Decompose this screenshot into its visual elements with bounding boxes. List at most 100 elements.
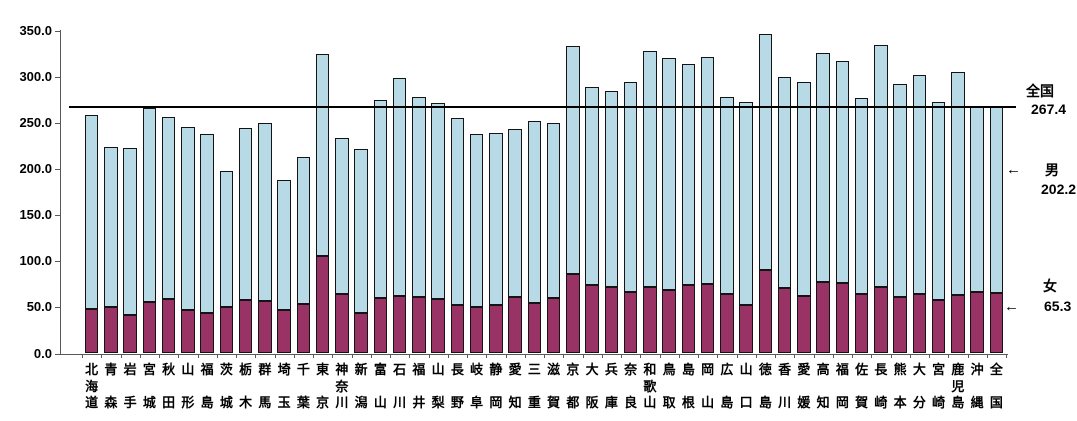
y-axis-tick-label: 250.0 bbox=[19, 114, 52, 130]
x-axis-tick bbox=[544, 353, 545, 358]
stacked-bar bbox=[758, 34, 773, 354]
x-axis-label-char: 静 bbox=[489, 362, 503, 377]
x-axis-label: 神奈川 bbox=[332, 362, 351, 412]
x-axis-label: 奈 良 bbox=[621, 362, 640, 412]
x-axis-label: 鹿児島 bbox=[948, 362, 967, 412]
x-axis-label-char: 茨 bbox=[219, 362, 233, 377]
male-segment bbox=[931, 102, 946, 300]
x-axis-label: 栃 木 bbox=[236, 362, 255, 412]
x-axis-label-char bbox=[352, 379, 371, 396]
female-segment bbox=[469, 307, 484, 354]
x-axis-label-char: 阪 bbox=[585, 395, 599, 410]
x-axis-label-char bbox=[775, 379, 794, 396]
stacked-bar bbox=[315, 53, 330, 354]
x-axis-label-char: 沖 bbox=[970, 362, 984, 377]
x-axis-label-char: 大 bbox=[912, 362, 926, 377]
x-axis-label-char: 島 bbox=[200, 395, 214, 410]
female-segment bbox=[989, 293, 1004, 354]
x-axis-label-char: 木 bbox=[239, 395, 253, 410]
x-axis-label: 高 知 bbox=[814, 362, 833, 412]
x-axis-label: 埼 玉 bbox=[275, 362, 294, 412]
x-axis-label-char bbox=[698, 379, 717, 396]
female-segment bbox=[816, 281, 830, 354]
x-axis-tick bbox=[467, 353, 468, 358]
x-axis-tick bbox=[524, 353, 526, 358]
x-axis-label-char: 手 bbox=[123, 395, 137, 410]
x-axis-label: 宮 城 bbox=[140, 362, 159, 412]
x-axis-label-char: 石 bbox=[393, 362, 407, 377]
stacked-bar bbox=[104, 146, 118, 354]
x-axis-label: 岩 手 bbox=[121, 362, 140, 412]
x-axis-label: 大 阪 bbox=[583, 362, 602, 412]
x-axis-label-char: 野 bbox=[450, 395, 464, 410]
stacked-bar bbox=[469, 133, 484, 354]
x-axis-label: 沖 縄 bbox=[968, 362, 987, 412]
x-axis-label-char: 佐 bbox=[855, 362, 869, 377]
stacked-bar bbox=[854, 97, 869, 354]
x-axis-label-char: 潟 bbox=[354, 395, 368, 410]
female-segment bbox=[931, 299, 946, 354]
x-axis-label: 岡 山 bbox=[698, 362, 717, 412]
female-segment bbox=[643, 287, 657, 354]
x-axis-tick bbox=[351, 353, 353, 358]
x-axis-label-char: 岡 bbox=[835, 395, 849, 410]
female-segment bbox=[335, 293, 349, 354]
x-axis-label-char: 千 bbox=[296, 362, 310, 377]
x-axis-label-char: 取 bbox=[662, 395, 676, 410]
female-segment bbox=[508, 297, 522, 354]
x-axis-label-char: 岡 bbox=[701, 362, 715, 377]
male-segment bbox=[527, 120, 542, 303]
female-segment bbox=[277, 310, 291, 354]
x-axis-tick bbox=[678, 353, 680, 358]
x-axis-tick bbox=[428, 353, 430, 358]
stacked-bar bbox=[700, 57, 715, 354]
x-axis-label-char: 全 bbox=[989, 362, 1003, 377]
female-segment bbox=[450, 304, 465, 354]
x-axis-label-char: 京 bbox=[316, 395, 330, 410]
female-segment bbox=[181, 310, 195, 354]
x-axis-tick bbox=[967, 353, 969, 358]
x-axis-label: 熊 本 bbox=[891, 362, 910, 412]
female-segment bbox=[123, 314, 137, 354]
x-axis-label-char: 新 bbox=[354, 362, 368, 377]
female-segment bbox=[566, 274, 580, 354]
x-axis-label-char: 歌 bbox=[643, 378, 657, 394]
x-axis-label-char: 川 bbox=[778, 395, 792, 410]
female-arrow-icon: ← bbox=[1004, 298, 1019, 315]
x-axis-label: 大 分 bbox=[910, 362, 929, 412]
male-segment bbox=[797, 82, 811, 297]
x-axis-label-char: 分 bbox=[912, 395, 926, 410]
x-axis-label-char bbox=[159, 379, 178, 396]
stacked-bar bbox=[643, 50, 657, 354]
stacked-bar bbox=[931, 102, 946, 354]
x-axis-tick bbox=[139, 353, 141, 358]
x-axis-label: 青 森 bbox=[101, 362, 120, 412]
male-segment bbox=[450, 118, 465, 305]
stacked-bar bbox=[739, 101, 753, 354]
stacked-bar bbox=[893, 84, 907, 354]
male-segment bbox=[373, 99, 388, 299]
x-axis-label-char bbox=[409, 379, 428, 396]
x-axis-tick bbox=[313, 353, 314, 358]
male-segment bbox=[335, 138, 349, 294]
x-axis-label-char: 山 bbox=[181, 362, 195, 377]
x-axis-label-char: 東 bbox=[316, 362, 330, 377]
x-axis-label-char: 崎 bbox=[874, 395, 888, 410]
x-axis-label-char: 長 bbox=[874, 362, 888, 377]
x-axis-tick bbox=[698, 353, 699, 358]
x-axis-label-char bbox=[660, 379, 679, 396]
x-axis-label: 新 潟 bbox=[352, 362, 371, 412]
x-axis-label: 愛 媛 bbox=[794, 362, 813, 412]
male-segment bbox=[951, 72, 965, 296]
female-segment bbox=[912, 294, 927, 354]
female-segment bbox=[720, 294, 734, 354]
female-annotation-value: 65.3 bbox=[1044, 298, 1072, 314]
female-segment bbox=[700, 284, 715, 354]
x-axis-tick bbox=[178, 353, 180, 358]
female-segment bbox=[681, 285, 696, 354]
x-axis-label: 島 根 bbox=[679, 362, 698, 412]
male-segment bbox=[84, 115, 99, 310]
x-axis-tick bbox=[890, 353, 892, 358]
stacked-bar bbox=[373, 99, 388, 354]
male-segment bbox=[739, 101, 753, 305]
